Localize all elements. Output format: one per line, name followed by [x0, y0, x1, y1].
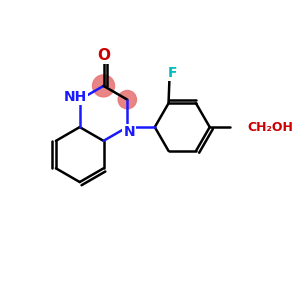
Circle shape: [92, 75, 115, 97]
Text: O: O: [97, 48, 110, 63]
Text: F: F: [167, 66, 177, 80]
Text: CH₂OH: CH₂OH: [247, 121, 293, 134]
Circle shape: [118, 91, 136, 109]
Text: N: N: [123, 125, 135, 139]
Text: NH: NH: [64, 90, 87, 104]
